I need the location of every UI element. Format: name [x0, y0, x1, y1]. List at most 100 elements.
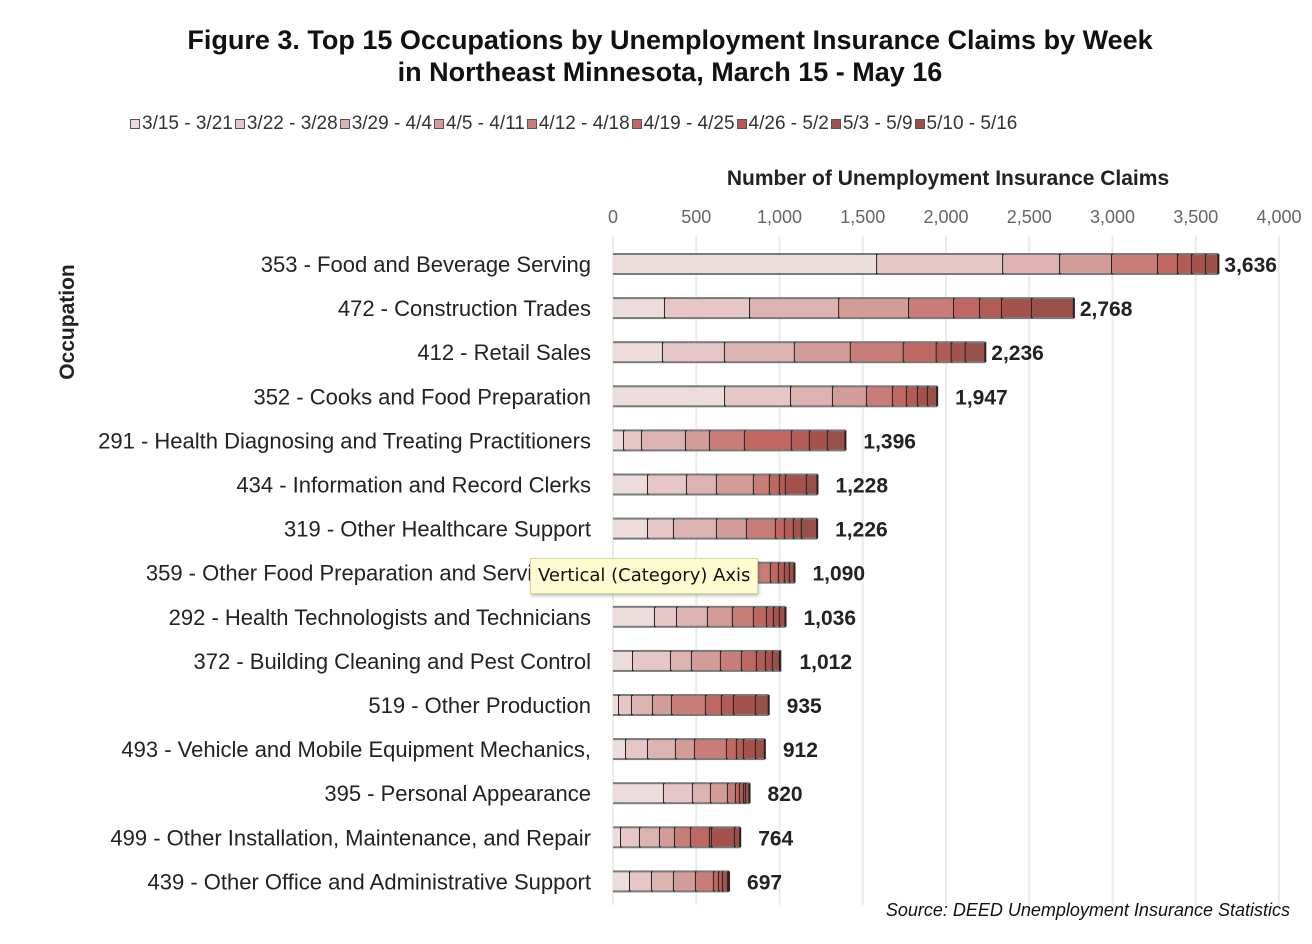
bar-segment [713, 872, 719, 891]
bar-segment [690, 828, 710, 847]
legend-swatch [526, 119, 537, 129]
data-label: 935 [787, 695, 822, 718]
data-label: 1,036 [803, 607, 856, 630]
category-label: 472 - Construction Trades [338, 296, 591, 321]
bar-segment [727, 784, 736, 803]
bar-segment [676, 607, 708, 626]
x-tick-label: 1,500 [840, 207, 885, 227]
bar-segment [1191, 255, 1206, 273]
data-label: 1,947 [955, 386, 1008, 409]
bar-segment [711, 828, 735, 847]
bar-segment [979, 299, 1002, 318]
bar-segment [734, 828, 741, 847]
bar-segment [722, 872, 728, 891]
bar-segment [877, 255, 1004, 273]
category-label: 291 - Health Diagnosing and Treating Pra… [98, 428, 591, 453]
bar-segment [1157, 255, 1178, 273]
bar-segment [613, 431, 624, 450]
bar-segment [785, 475, 807, 494]
axis-tooltip: Vertical (Category) Axis [530, 558, 759, 594]
bar-segment [705, 696, 722, 714]
bar-segment [753, 607, 767, 626]
bar-segment [675, 740, 695, 759]
legend-label: 4/19 - 4/25 [643, 113, 735, 134]
bar-segment [673, 519, 717, 538]
legend: 3/15 - 3/21 3/22 - 3/28 3/29 - 4/4 4/5 - 4/… [130, 113, 1019, 135]
category-label: 412 - Retail Sales [417, 340, 591, 365]
bar-segment [827, 431, 846, 450]
data-label: 2,236 [991, 342, 1044, 365]
bar-segment [903, 343, 937, 362]
bar-segment [692, 784, 711, 803]
bar-segment [917, 387, 928, 406]
bar-segment [766, 607, 774, 626]
bar-segment [613, 607, 655, 626]
bar-segment [790, 387, 833, 406]
bar-segment [953, 299, 980, 318]
bar-segment [623, 431, 642, 450]
bar-segment [659, 828, 675, 847]
legend-label: 3/29 - 4/4 [351, 113, 432, 134]
category-label: 519 - Other Production [368, 693, 591, 718]
category-label: 493 - Vehicle and Mobile Equipment Mecha… [121, 737, 591, 762]
bar-segment [631, 696, 653, 714]
bar-segment [927, 387, 938, 406]
category-label: 359 - Other Food Preparation and Serving… [146, 561, 591, 586]
bar-segment [647, 475, 687, 494]
bar-segment [791, 431, 810, 450]
legend-label: 4/12 - 4/18 [538, 113, 630, 134]
legend-swatch [830, 119, 841, 129]
bar-segment [718, 872, 723, 891]
bar-segment [1205, 255, 1219, 273]
category-label: 439 - Other Office and Administrative Su… [148, 869, 592, 894]
bar-segment [685, 431, 710, 450]
bar-segment [789, 563, 795, 582]
bar-segment [651, 872, 674, 891]
bar-segment [778, 563, 785, 582]
bar-segment [850, 343, 904, 362]
bar-segment [753, 475, 770, 494]
legend-item: 4/19 - 4/25 [631, 113, 735, 135]
bar-segment [647, 519, 674, 538]
data-label: 2,768 [1080, 298, 1133, 321]
bar-segment [779, 607, 786, 626]
bar-segment [613, 255, 878, 273]
x-tick-label: 3,500 [1173, 207, 1218, 227]
legend-label: 3/22 - 3/28 [246, 113, 338, 134]
bar-segment [613, 387, 726, 406]
bar-segment [735, 784, 740, 803]
data-label: 1,012 [799, 651, 852, 674]
bar-segment [750, 299, 840, 318]
source-note: Source: DEED Unemployment Insurance Stat… [885, 900, 1290, 920]
bar-segment [779, 475, 786, 494]
bar-segment [1031, 299, 1074, 318]
data-label: 3,636 [1224, 254, 1277, 277]
legend-item: 3/22 - 3/28 [234, 113, 338, 135]
bar-segment [613, 651, 633, 670]
category-label: 395 - Personal Appearance [324, 781, 591, 806]
category-label: 372 - Building Cleaning and Pest Control [194, 649, 591, 674]
bar-segment [801, 519, 818, 538]
legend-item: 4/12 - 4/18 [526, 113, 630, 135]
bar-segment [754, 563, 771, 582]
bar-segment [725, 387, 791, 406]
legend-label: 4/5 - 4/11 [445, 113, 525, 134]
bar-segment [618, 696, 632, 714]
bar-segment [773, 607, 780, 626]
bar-segment [710, 784, 728, 803]
legend-swatch [234, 119, 245, 129]
bar-segment [793, 519, 802, 538]
bar-segment [784, 519, 794, 538]
bar-segment [1112, 255, 1158, 273]
bar-segment [654, 607, 677, 626]
legend-item: 4/26 - 5/2 [736, 113, 829, 135]
bar-segment [769, 475, 780, 494]
bar-segment [755, 696, 769, 714]
data-label: 1,090 [812, 563, 865, 586]
x-tick-label: 0 [608, 207, 618, 227]
bar-segment [794, 343, 851, 362]
data-label: 912 [783, 739, 818, 762]
bar-segment [720, 651, 742, 670]
bar-segment [892, 387, 907, 406]
